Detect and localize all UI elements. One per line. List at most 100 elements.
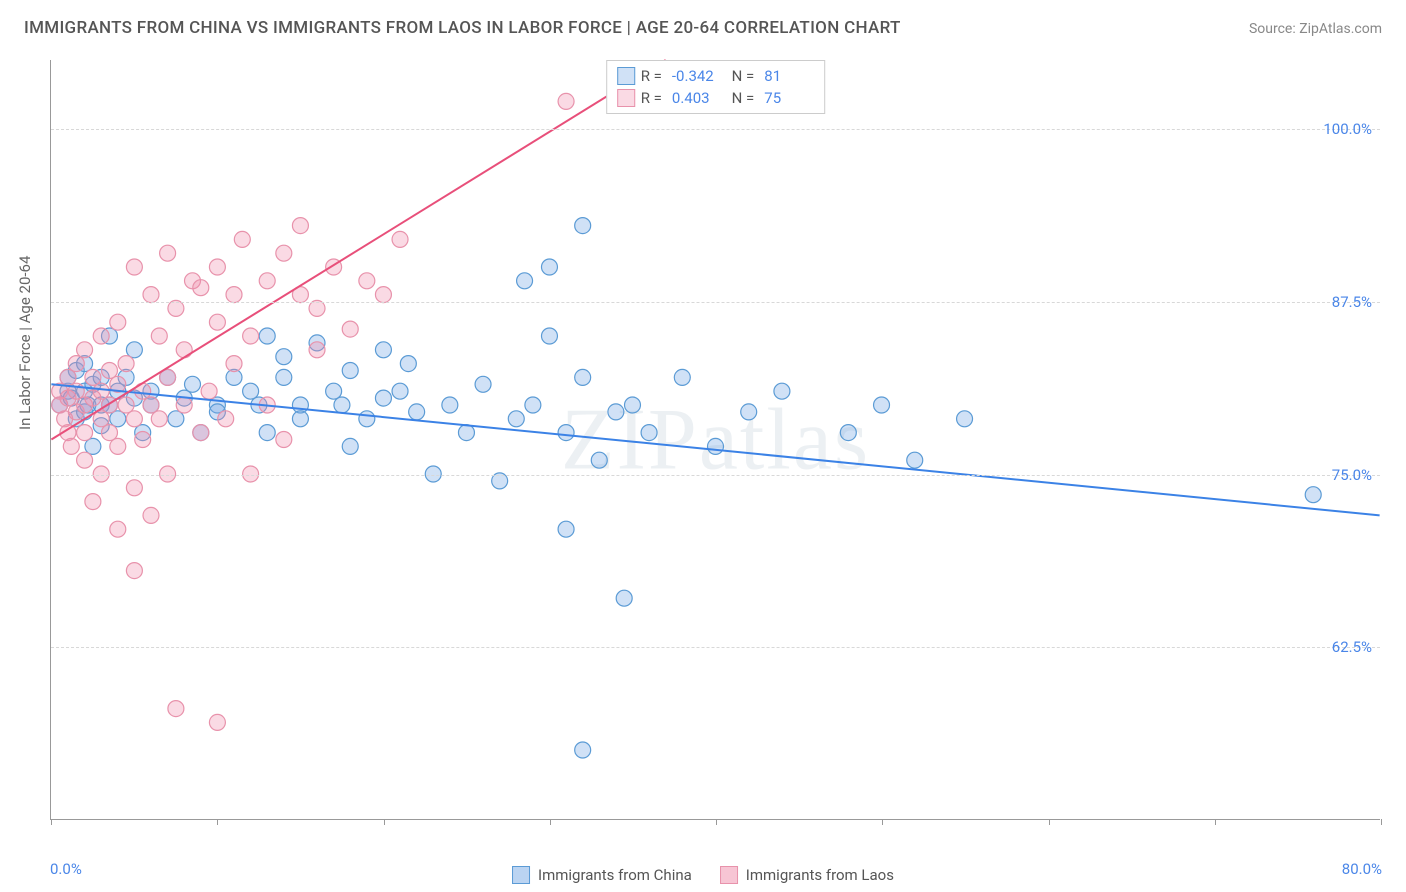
data-point <box>85 438 101 454</box>
x-tick <box>882 819 883 825</box>
data-point <box>400 356 416 372</box>
data-point <box>176 397 192 413</box>
data-point <box>392 383 408 399</box>
data-point <box>168 701 184 717</box>
data-point <box>276 245 292 261</box>
data-point <box>85 494 101 510</box>
data-point <box>85 369 101 385</box>
legend-label: Immigrants from China <box>538 866 692 884</box>
legend-item: Immigrants from China <box>512 866 692 884</box>
data-point <box>575 369 591 385</box>
data-point <box>342 321 358 337</box>
data-point <box>442 397 458 413</box>
data-point <box>957 411 973 427</box>
data-point <box>334 397 350 413</box>
data-point <box>508 411 524 427</box>
data-point <box>168 411 184 427</box>
data-point <box>143 507 159 523</box>
data-point <box>558 521 574 537</box>
data-point <box>558 93 574 109</box>
data-point <box>292 411 308 427</box>
x-tick <box>1049 819 1050 825</box>
source-label: Source: ZipAtlas.com <box>1249 21 1382 37</box>
data-point <box>375 390 391 406</box>
data-point <box>118 356 134 372</box>
data-point <box>641 425 657 441</box>
data-point <box>151 411 167 427</box>
data-point <box>874 397 890 413</box>
data-point <box>359 273 375 289</box>
x-tick <box>1215 819 1216 825</box>
data-point <box>110 438 126 454</box>
data-point <box>309 342 325 358</box>
x-tick <box>550 819 551 825</box>
legend-swatch <box>720 866 738 884</box>
chart-title: IMMIGRANTS FROM CHINA VS IMMIGRANTS FROM… <box>24 18 901 38</box>
data-point <box>276 432 292 448</box>
series-legend: Immigrants from China Immigrants from Lao… <box>512 866 894 884</box>
legend-n-label: N = <box>728 89 754 107</box>
trend-line <box>51 60 665 440</box>
x-tick <box>217 819 218 825</box>
data-point <box>60 369 76 385</box>
data-point <box>176 342 192 358</box>
data-point <box>608 404 624 420</box>
data-point <box>101 363 117 379</box>
y-tick-label: 62.5% <box>1332 638 1372 656</box>
legend-r-value: -0.342 <box>672 67 722 85</box>
legend-swatch <box>512 866 530 884</box>
data-point <box>409 404 425 420</box>
data-point <box>525 397 541 413</box>
data-point <box>93 328 109 344</box>
data-point <box>907 452 923 468</box>
legend-row: R =-0.342 N =81 <box>617 65 815 87</box>
data-point <box>126 411 142 427</box>
x-axis-min-label: 0.0% <box>50 860 82 878</box>
data-point <box>558 425 574 441</box>
data-point <box>226 356 242 372</box>
data-point <box>359 411 375 427</box>
data-point <box>185 376 201 392</box>
legend-item: Immigrants from Laos <box>720 866 894 884</box>
header: IMMIGRANTS FROM CHINA VS IMMIGRANTS FROM… <box>0 0 1406 46</box>
data-point <box>708 438 724 454</box>
data-point <box>243 328 259 344</box>
data-point <box>193 425 209 441</box>
legend-r-value: 0.403 <box>672 89 722 107</box>
x-tick <box>51 819 52 825</box>
data-point <box>575 742 591 758</box>
data-point <box>259 328 275 344</box>
data-point <box>541 328 557 344</box>
data-point <box>143 287 159 303</box>
legend-label: Immigrants from Laos <box>746 866 894 884</box>
data-point <box>234 231 250 247</box>
data-point <box>126 342 142 358</box>
data-point <box>616 590 632 606</box>
data-point <box>110 411 126 427</box>
data-point <box>375 287 391 303</box>
data-point <box>110 314 126 330</box>
data-point <box>375 342 391 358</box>
legend-swatch <box>617 89 635 107</box>
y-tick-label: 87.5% <box>1332 293 1372 311</box>
data-point <box>209 714 225 730</box>
data-point <box>93 383 109 399</box>
gridline <box>51 475 1380 476</box>
data-point <box>243 383 259 399</box>
scatter-svg <box>51 60 1380 819</box>
data-point <box>209 259 225 275</box>
data-point <box>126 563 142 579</box>
legend-r-label: R = <box>641 67 662 85</box>
data-point <box>292 218 308 234</box>
legend-n-label: N = <box>728 67 754 85</box>
data-point <box>741 404 757 420</box>
gridline <box>51 302 1380 303</box>
data-point <box>118 397 134 413</box>
data-point <box>1305 487 1321 503</box>
gridline <box>51 647 1380 648</box>
data-point <box>591 452 607 468</box>
data-point <box>774 383 790 399</box>
data-point <box>541 259 557 275</box>
data-point <box>392 231 408 247</box>
y-axis-title: In Labor Force | Age 20-64 <box>16 256 34 430</box>
